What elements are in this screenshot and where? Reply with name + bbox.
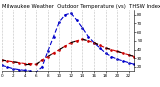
Text: Milwaukee Weather  Outdoor Temperature (vs)  THSW Index  per Hour (Last 24 Hours: Milwaukee Weather Outdoor Temperature (v… [2, 4, 160, 9]
